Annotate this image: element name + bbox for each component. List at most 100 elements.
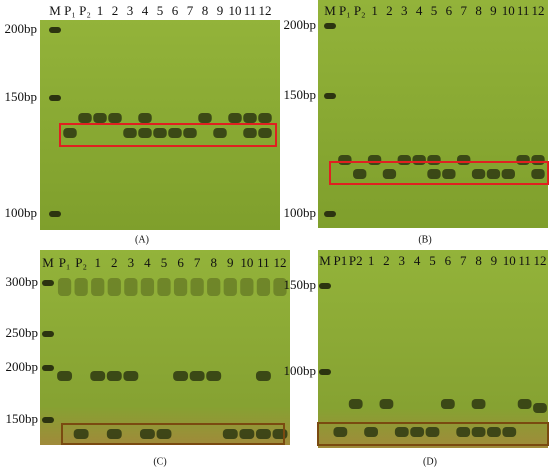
band [91,278,105,296]
band [531,169,545,179]
panel-caption: (A) [135,234,149,245]
band [258,128,272,138]
band [206,371,222,381]
band [258,113,272,123]
band [138,113,152,123]
lane-label: 5 [429,253,436,268]
lane-label: 10 [503,253,516,268]
lane-label: 4 [144,255,151,270]
marker-band [42,280,54,286]
highlight-box [59,123,277,147]
band [471,427,486,437]
lane-label: M [42,255,54,270]
band [173,371,189,381]
band [57,371,73,381]
lane-label: 1 [94,255,101,270]
lane-label: M [49,3,61,18]
lane-label: 2 [112,3,119,18]
band [243,113,257,123]
highlight-box [317,422,549,446]
band [397,155,411,165]
lane-label: 9 [217,3,224,18]
lane-label: 4 [142,3,149,18]
band [501,169,515,179]
lane-label: 3 [401,3,408,18]
gel [318,0,548,228]
lane-label: 11 [244,3,257,18]
band [228,113,242,123]
band [106,429,122,439]
size-label: 100bp [5,205,38,220]
band [273,278,287,296]
band [223,278,237,296]
size-label: 100bp [284,363,317,378]
band [123,371,139,381]
lane-label: 12 [534,253,547,268]
size-label: 200bp [284,17,317,32]
band [138,128,152,138]
marker-band [42,417,54,423]
band [198,113,212,123]
band [456,427,471,437]
lane-label: 12 [532,3,545,18]
size-label: 300bp [6,274,39,289]
band [63,128,77,138]
band [139,429,155,439]
lane-label: 7 [187,3,194,18]
marker-band [319,283,331,289]
size-label: 150bp [284,277,317,292]
band [213,128,227,138]
lane-label: 12 [259,3,272,18]
size-label: 100bp [284,205,317,220]
lane-label: 4 [416,3,423,18]
lane-label: P₁ [59,255,71,270]
size-label: 150bp [5,89,38,104]
lane-label: 3 [127,3,134,18]
band [168,128,182,138]
lane-label: 2 [386,3,393,18]
lane-label: 11 [257,255,270,270]
band [156,429,172,439]
lane-label: M [324,3,336,18]
band [93,113,107,123]
size-label: 250bp [6,325,39,340]
lane-label: 9 [490,3,497,18]
lane-label: 10 [502,3,515,18]
lane-label: 11 [518,253,531,268]
lane-label: 12 [274,255,287,270]
size-label: 200bp [5,21,38,36]
band [364,427,378,437]
lane-label: 8 [202,3,209,18]
lane-label: 11 [517,3,530,18]
lane-label: 5 [161,255,168,270]
band [412,155,426,165]
size-label: 150bp [6,411,39,426]
lane-label: 6 [177,255,184,270]
band [239,429,255,439]
band [427,169,441,179]
band [516,155,530,165]
marker-band [324,211,336,217]
band [440,399,455,409]
size-label: 200bp [6,359,39,374]
lane-label: 7 [194,255,201,270]
lane-label: 8 [475,253,482,268]
lane-label: 2 [383,253,390,268]
band [106,371,122,381]
lane-label: P2 [349,253,363,268]
lane-label: 7 [460,253,467,268]
band [183,128,197,138]
gel [318,250,548,448]
band [153,128,167,138]
lane-label: P₂ [79,3,91,18]
band [108,113,122,123]
highlight-box [61,423,285,445]
band [123,128,137,138]
band [533,403,547,413]
lane-label: 3 [128,255,135,270]
lane-label: 8 [210,255,217,270]
band [90,371,106,381]
band [222,429,238,439]
size-label: 150bp [284,87,317,102]
band [394,427,409,437]
